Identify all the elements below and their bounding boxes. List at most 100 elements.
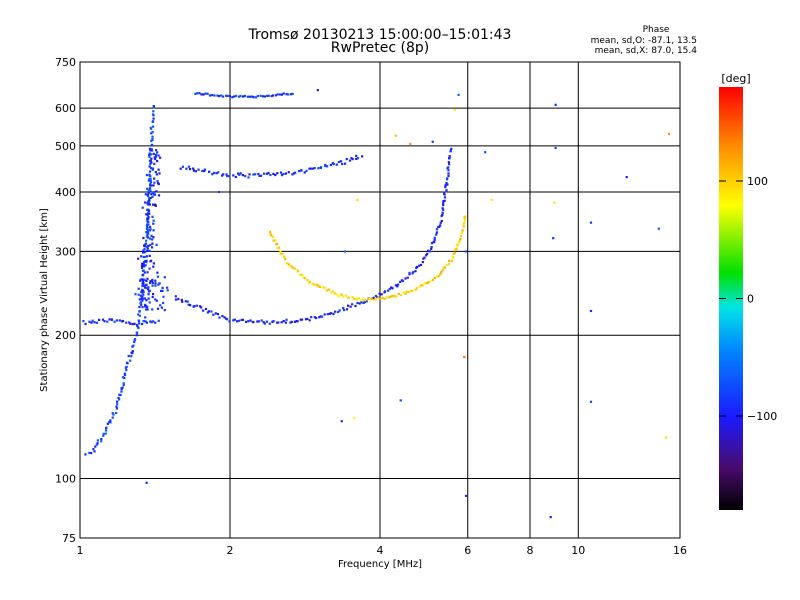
data-point [129,359,132,362]
x-tick-label: 6 [464,544,471,557]
data-point [433,236,436,239]
data-point [280,174,284,177]
data-point [148,289,152,292]
data-point [149,237,152,240]
data-point [278,93,282,96]
data-point [242,95,245,98]
data-point [150,234,153,237]
data-point [435,228,439,231]
data-point [427,281,430,284]
data-point [146,245,149,248]
data-point [194,92,197,95]
data-point [447,166,450,169]
x-tick-label: 4 [377,544,384,557]
data-point [117,396,120,399]
data-point [137,319,140,322]
data-point [348,159,352,162]
data-point [189,304,192,307]
data-point [441,214,444,217]
data-point [91,319,94,322]
data-point [276,93,279,96]
data-point [150,149,154,152]
data-point [149,320,152,323]
data-point [194,170,197,173]
data-point [145,231,148,234]
data-point [148,197,151,200]
data-point [288,265,291,268]
data-point [265,172,269,175]
y-tick-label: 75 [62,532,76,545]
data-point [245,320,248,323]
data-point [125,321,128,324]
data-point [105,427,108,430]
data-point [144,193,147,196]
data-point [397,283,400,286]
data-point [262,321,265,324]
data-point [203,168,207,171]
data-point [363,300,366,304]
data-point [326,165,329,168]
data-point [145,481,148,484]
data-point [111,416,114,419]
data-point [442,208,445,211]
data-point [443,196,447,199]
data-point [317,167,320,170]
data-point [156,307,160,310]
data-point [145,255,149,258]
data-point [290,320,293,323]
data-point [115,411,118,415]
data-point [315,283,318,287]
data-point [147,216,150,219]
data-point [127,354,130,358]
data-point [142,249,145,252]
data-point [118,398,121,401]
data-point [256,94,259,98]
data-point [248,173,251,176]
data-point [318,285,321,289]
data-point [277,321,280,324]
data-point [460,231,463,235]
data-point [313,316,316,319]
data-point [158,172,161,175]
data-point [152,184,155,187]
data-point [145,224,148,228]
data-point [123,372,126,375]
data-point [209,94,212,97]
data-point [208,170,211,173]
data-point [381,296,384,300]
data-point [377,296,380,299]
data-point [151,195,154,198]
data-point [129,322,132,325]
data-point [151,281,154,285]
data-point [146,249,149,252]
data-point [402,291,405,294]
data-point [221,174,224,177]
data-point [425,254,428,257]
data-point [447,172,450,175]
data-point [421,284,424,287]
data-point [418,264,421,267]
data-point [148,159,152,162]
data-point [148,267,151,270]
data-point [133,322,136,325]
data-point [333,292,336,295]
data-point [490,198,493,201]
data-point [423,282,426,285]
data-point [255,96,258,99]
data-point [146,214,149,217]
data-point [274,173,277,177]
data-point [149,184,152,187]
data-point [148,178,151,181]
data-point [152,293,155,296]
data-point [153,203,157,206]
data-point [93,321,96,324]
data-point [104,429,108,432]
data-point [448,259,451,262]
data-point [552,237,555,240]
data-point [147,223,150,226]
plot-frame [79,61,681,539]
data-point [152,236,155,239]
data-point [447,174,450,178]
data-point [166,286,169,289]
data-point [122,382,125,385]
